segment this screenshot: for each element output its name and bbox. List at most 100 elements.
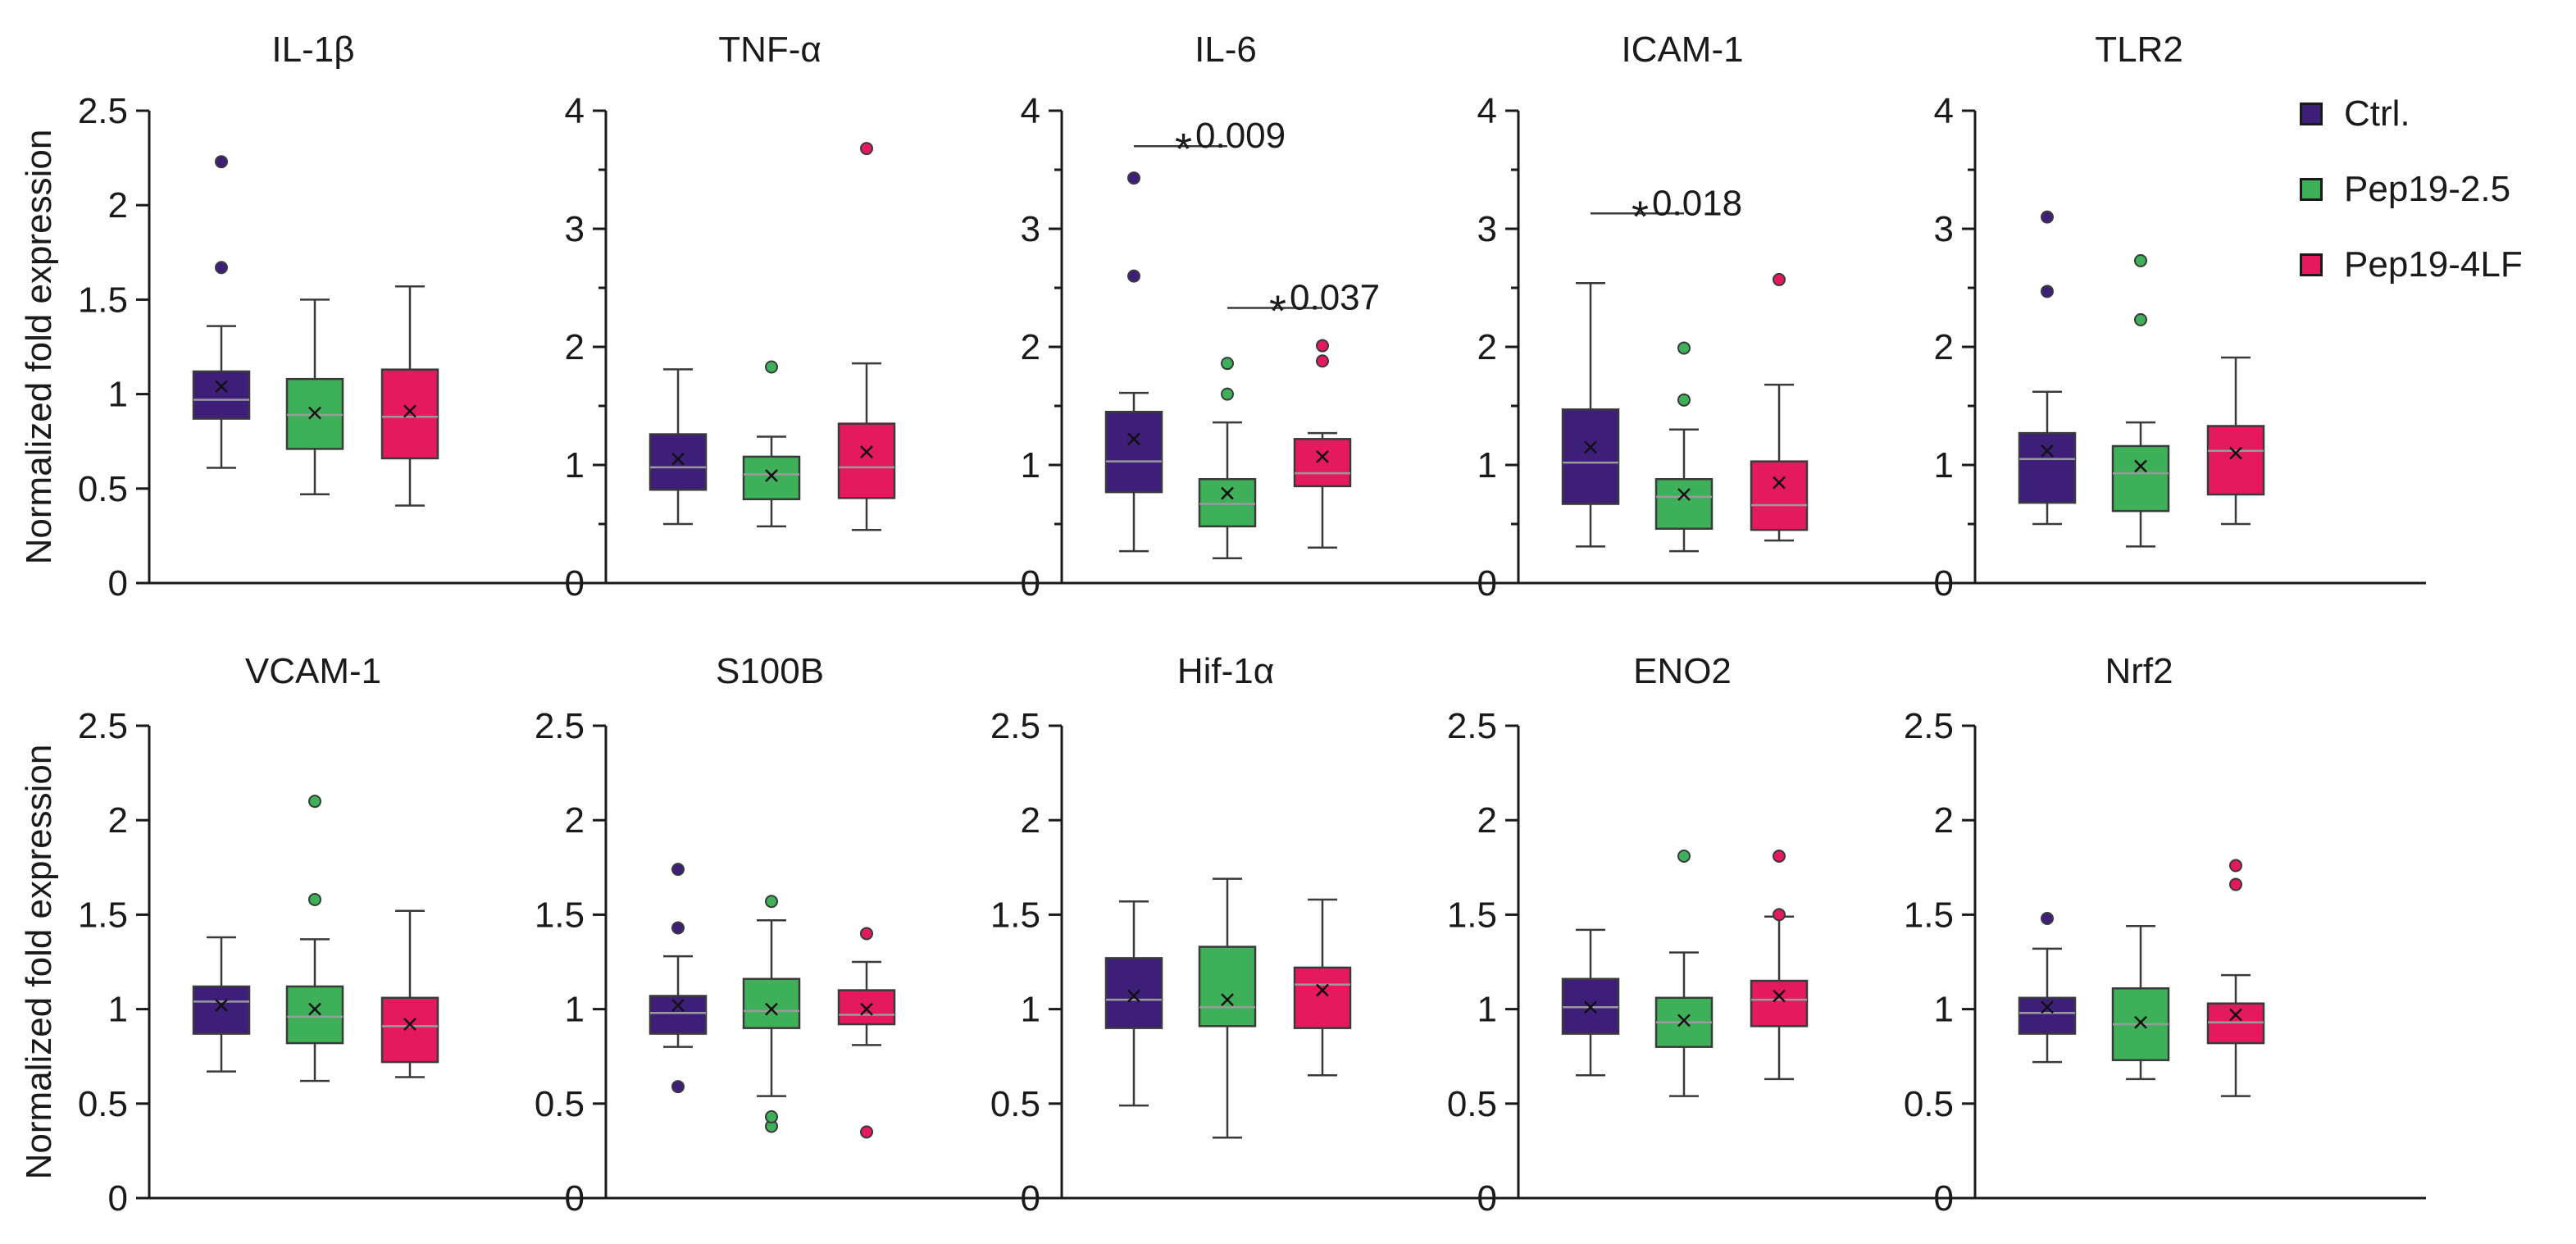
legend-label-pep19-2-5: Pep19-2.5 <box>2344 169 2511 209</box>
box-il-1-pep19-4lf <box>380 285 439 507</box>
y-tick-label: 2.5 <box>535 706 585 746</box>
box-tnf-pep19-4lf <box>837 142 896 531</box>
box-s100b-pep19-4lf <box>837 927 896 1139</box>
iqr-box <box>1750 460 1809 531</box>
legend-swatch-pep19-4lf <box>2300 253 2323 276</box>
significance-star: * <box>1632 192 1649 241</box>
iqr-box <box>1104 957 1163 1029</box>
y-tick-label: 1 <box>1477 990 1497 1030</box>
mean-marker <box>1221 993 1234 1006</box>
outlier-point <box>215 261 228 275</box>
box-il-6-pep19-2-5 <box>1198 357 1257 560</box>
panel-title: Hif-1α <box>1177 651 1274 691</box>
box-icam-1-pep19-2-5 <box>1654 341 1714 553</box>
outlier-point <box>2229 859 2242 873</box>
y-tick-label: 0 <box>1021 1178 1040 1219</box>
iqr-box <box>837 422 896 499</box>
iqr-box <box>1198 478 1257 528</box>
y-tick-label: 2 <box>565 327 585 367</box>
outlier-point <box>2041 285 2054 298</box>
y-tick-label: 2 <box>1021 800 1040 841</box>
iqr-box <box>285 985 344 1045</box>
y-tick-label: 1 <box>108 375 128 415</box>
outlier-point <box>1316 354 1329 368</box>
outlier-point <box>2134 312 2147 326</box>
mean-marker <box>2229 446 2242 460</box>
iqr-box <box>1654 478 1714 531</box>
panel-tnf: TNF-α 0 1 2 3 4 <box>565 30 1057 604</box>
y-tick-label: 4 <box>1477 91 1497 131</box>
iqr-box <box>192 370 251 420</box>
y-tick-label: 2 <box>1021 327 1040 367</box>
iqr-box <box>2206 425 2265 496</box>
outlier-point <box>1677 849 1691 863</box>
y-tick-label: 0.5 <box>78 469 128 509</box>
mean-marker <box>765 1002 778 1016</box>
outlier-point <box>2229 877 2242 891</box>
outlier-point <box>1221 387 1234 401</box>
y-tick-label: 0 <box>1021 563 1040 604</box>
mean-marker <box>765 469 778 482</box>
panel-title: Nrf2 <box>2105 651 2173 691</box>
iqr-box <box>837 989 896 1026</box>
y-tick-label: 2.5 <box>990 706 1040 746</box>
y-tick-label: 1 <box>565 445 585 485</box>
mean-marker <box>403 1018 416 1031</box>
mean-marker <box>308 1002 321 1016</box>
outlier-point <box>308 892 321 906</box>
iqr-box <box>1104 410 1163 494</box>
y-axis-title: Normalized fold expression <box>19 745 59 1180</box>
box-icam-1-ctrl <box>1561 281 1620 548</box>
box-il-6-pep19-4lf <box>1293 339 1352 549</box>
iqr-box <box>2111 444 2170 513</box>
outlier-point <box>1773 849 1786 863</box>
y-tick-label: 1.5 <box>78 895 128 935</box>
mean-marker <box>1773 476 1786 490</box>
legend-item-pep19-4lf: Pep19-4LF <box>2300 239 2523 290</box>
mean-marker <box>2229 1008 2242 1022</box>
outlier-point <box>860 1125 873 1139</box>
mean-marker <box>1584 1000 1597 1014</box>
y-tick-label: 0 <box>1477 1178 1497 1219</box>
y-tick-label: 2.5 <box>78 706 128 746</box>
box-tnf-pep19-2-5 <box>742 360 801 528</box>
significance-star: * <box>1269 286 1286 335</box>
y-tick-label: 3 <box>1477 209 1497 249</box>
y-tick-label: 1 <box>565 990 585 1030</box>
outlier-point <box>765 1110 778 1123</box>
y-tick-label: 4 <box>1934 91 1954 131</box>
panel-hif-1: Hif-1α 0 0.5 1 1.5 2 2.5 <box>990 651 1513 1219</box>
panel-nrf2: Nrf2 0 0.5 1 1.5 2 2.5 <box>1904 651 2426 1219</box>
y-tick-label: 0 <box>565 1178 585 1219</box>
outlier-point <box>860 142 873 156</box>
iqr-box <box>1750 979 1809 1028</box>
mean-marker <box>671 452 685 466</box>
outlier-point <box>215 155 228 169</box>
y-tick-label: 0 <box>108 563 128 604</box>
outlier-point <box>1316 339 1329 353</box>
box-vcam-1-ctrl <box>192 936 251 1073</box>
mean-marker <box>2134 1015 2147 1029</box>
y-tick-label: 1 <box>1021 445 1040 485</box>
y-tick-label: 3 <box>565 209 585 249</box>
y-tick-label: 3 <box>1934 209 1954 249</box>
box-hif-1-pep19-2-5 <box>1198 877 1257 1139</box>
outlier-point <box>1773 272 1786 286</box>
box-s100b-pep19-2-5 <box>742 895 801 1133</box>
iqr-box <box>380 368 439 460</box>
outlier-point <box>2041 912 2054 926</box>
y-tick-label: 2 <box>108 185 128 226</box>
iqr-box <box>192 985 251 1035</box>
y-tick-label: 0 <box>565 563 585 604</box>
y-tick-label: 2 <box>1934 327 1954 367</box>
iqr-box <box>1293 438 1352 488</box>
box-il-6-ctrl <box>1104 171 1163 553</box>
y-tick-label: 2.5 <box>78 91 128 131</box>
iqr-box <box>649 995 708 1035</box>
box-hif-1-ctrl <box>1104 900 1163 1107</box>
panel-icam-1: ICAM-1 0 1 2 3 4 * 0.018 <box>1477 30 1969 604</box>
iqr-box <box>2018 431 2077 504</box>
mean-marker <box>308 406 321 420</box>
